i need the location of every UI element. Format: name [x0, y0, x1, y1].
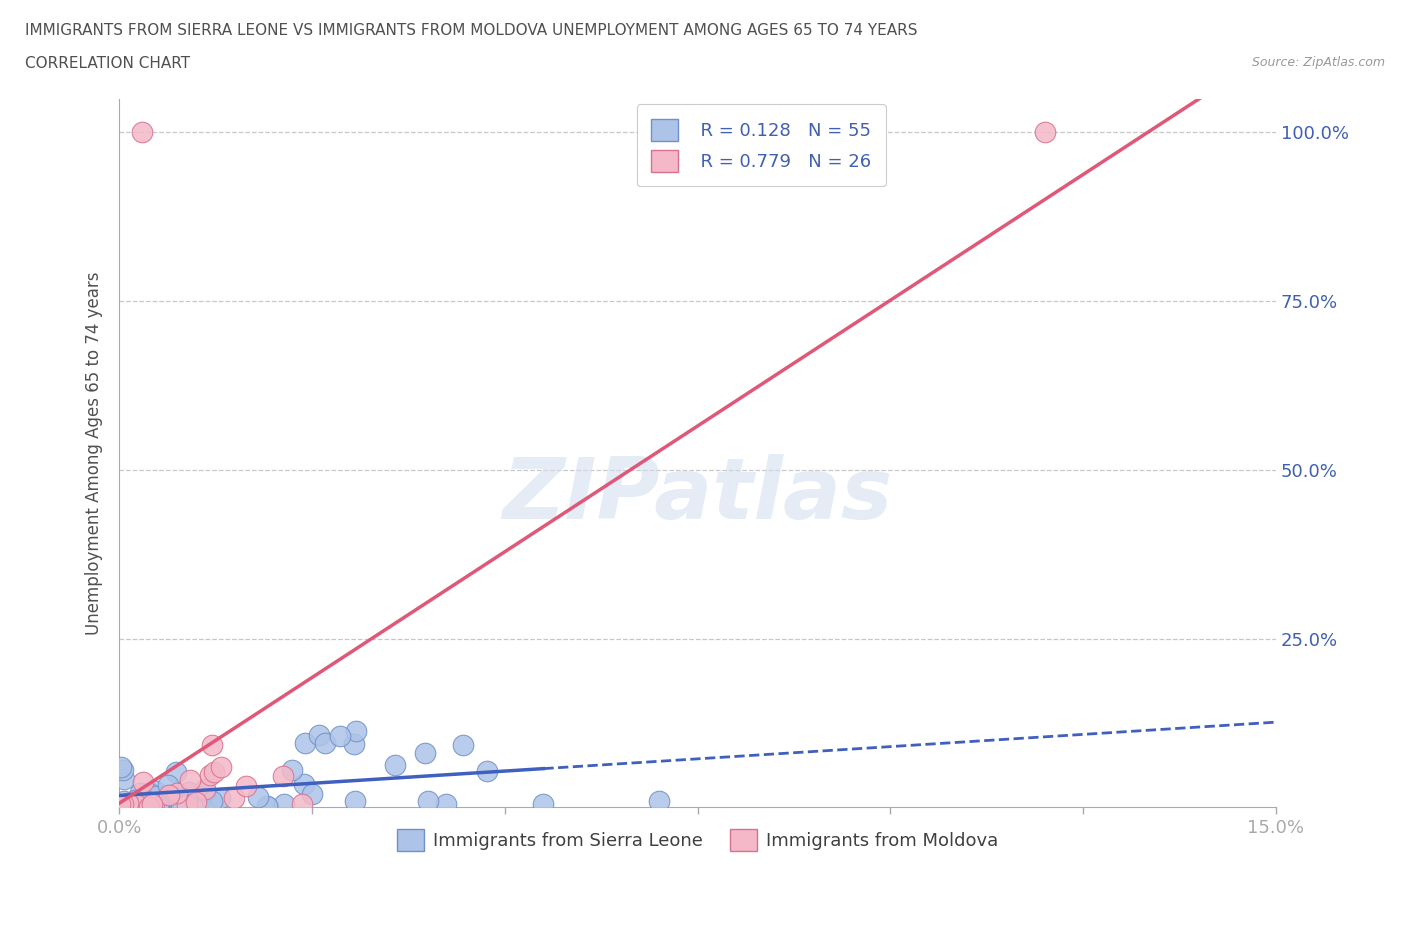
- Point: [343, 793, 366, 808]
- Point: [112, 771, 135, 786]
- Point: [112, 797, 135, 812]
- Point: [301, 787, 323, 802]
- Point: [132, 774, 155, 789]
- Point: [145, 789, 167, 804]
- Point: [143, 783, 166, 798]
- Point: [291, 797, 314, 812]
- Point: [136, 795, 159, 810]
- Text: Source: ZipAtlas.com: Source: ZipAtlas.com: [1251, 56, 1385, 69]
- Point: [201, 798, 224, 813]
- Point: [136, 793, 159, 808]
- Point: [201, 793, 224, 808]
- Point: [451, 737, 474, 752]
- Point: [153, 792, 176, 807]
- Point: [157, 777, 180, 792]
- Point: [198, 767, 221, 782]
- Point: [314, 735, 336, 750]
- Text: IMMIGRANTS FROM SIERRA LEONE VS IMMIGRANTS FROM MOLDOVA UNEMPLOYMENT AMONG AGES : IMMIGRANTS FROM SIERRA LEONE VS IMMIGRAN…: [25, 23, 918, 38]
- Point: [308, 728, 330, 743]
- Point: [166, 786, 188, 801]
- Point: [170, 796, 193, 811]
- Point: [201, 737, 224, 752]
- Point: [165, 764, 187, 779]
- Point: [413, 745, 436, 760]
- Point: [112, 793, 135, 808]
- Point: [273, 797, 295, 812]
- Point: [271, 768, 294, 783]
- Point: [157, 787, 180, 802]
- Point: [256, 798, 278, 813]
- Point: [138, 800, 160, 815]
- Point: [149, 795, 172, 810]
- Point: [128, 800, 150, 815]
- Point: [117, 795, 139, 810]
- Point: [148, 798, 170, 813]
- Y-axis label: Unemployment Among Ages 65 to 74 years: Unemployment Among Ages 65 to 74 years: [86, 272, 103, 635]
- Point: [531, 796, 554, 811]
- Point: [150, 790, 173, 805]
- Point: [281, 763, 304, 777]
- Point: [176, 791, 198, 806]
- Point: [384, 758, 406, 773]
- Point: [329, 729, 352, 744]
- Point: [434, 797, 457, 812]
- Point: [176, 798, 198, 813]
- Point: [143, 795, 166, 810]
- Point: [256, 799, 278, 814]
- Point: [112, 762, 135, 777]
- Point: [416, 793, 439, 808]
- Point: [110, 759, 132, 774]
- Point: [125, 798, 148, 813]
- Point: [124, 792, 146, 807]
- Point: [342, 737, 364, 751]
- Point: [138, 786, 160, 801]
- Point: [648, 793, 671, 808]
- Text: CORRELATION CHART: CORRELATION CHART: [25, 56, 190, 71]
- Point: [1033, 125, 1056, 140]
- Point: [186, 794, 208, 809]
- Text: ZIPatlas: ZIPatlas: [502, 454, 893, 537]
- Point: [292, 777, 315, 791]
- Point: [247, 790, 270, 804]
- Point: [344, 724, 367, 738]
- Point: [141, 796, 163, 811]
- Point: [108, 797, 131, 812]
- Point: [122, 795, 145, 810]
- Point: [235, 778, 257, 793]
- Point: [150, 799, 173, 814]
- Point: [187, 793, 209, 808]
- Point: [148, 798, 170, 813]
- Point: [475, 764, 498, 778]
- Point: [129, 786, 152, 801]
- Point: [208, 790, 231, 805]
- Point: [117, 796, 139, 811]
- Point: [202, 764, 225, 779]
- Point: [122, 795, 145, 810]
- Point: [294, 736, 316, 751]
- Point: [146, 800, 169, 815]
- Point: [131, 125, 153, 140]
- Point: [209, 760, 232, 775]
- Point: [224, 790, 246, 805]
- Point: [194, 782, 217, 797]
- Point: [179, 785, 201, 800]
- Point: [156, 788, 179, 803]
- Point: [194, 783, 217, 798]
- Legend: Immigrants from Sierra Leone, Immigrants from Moldova: Immigrants from Sierra Leone, Immigrants…: [389, 822, 1005, 858]
- Point: [179, 773, 201, 788]
